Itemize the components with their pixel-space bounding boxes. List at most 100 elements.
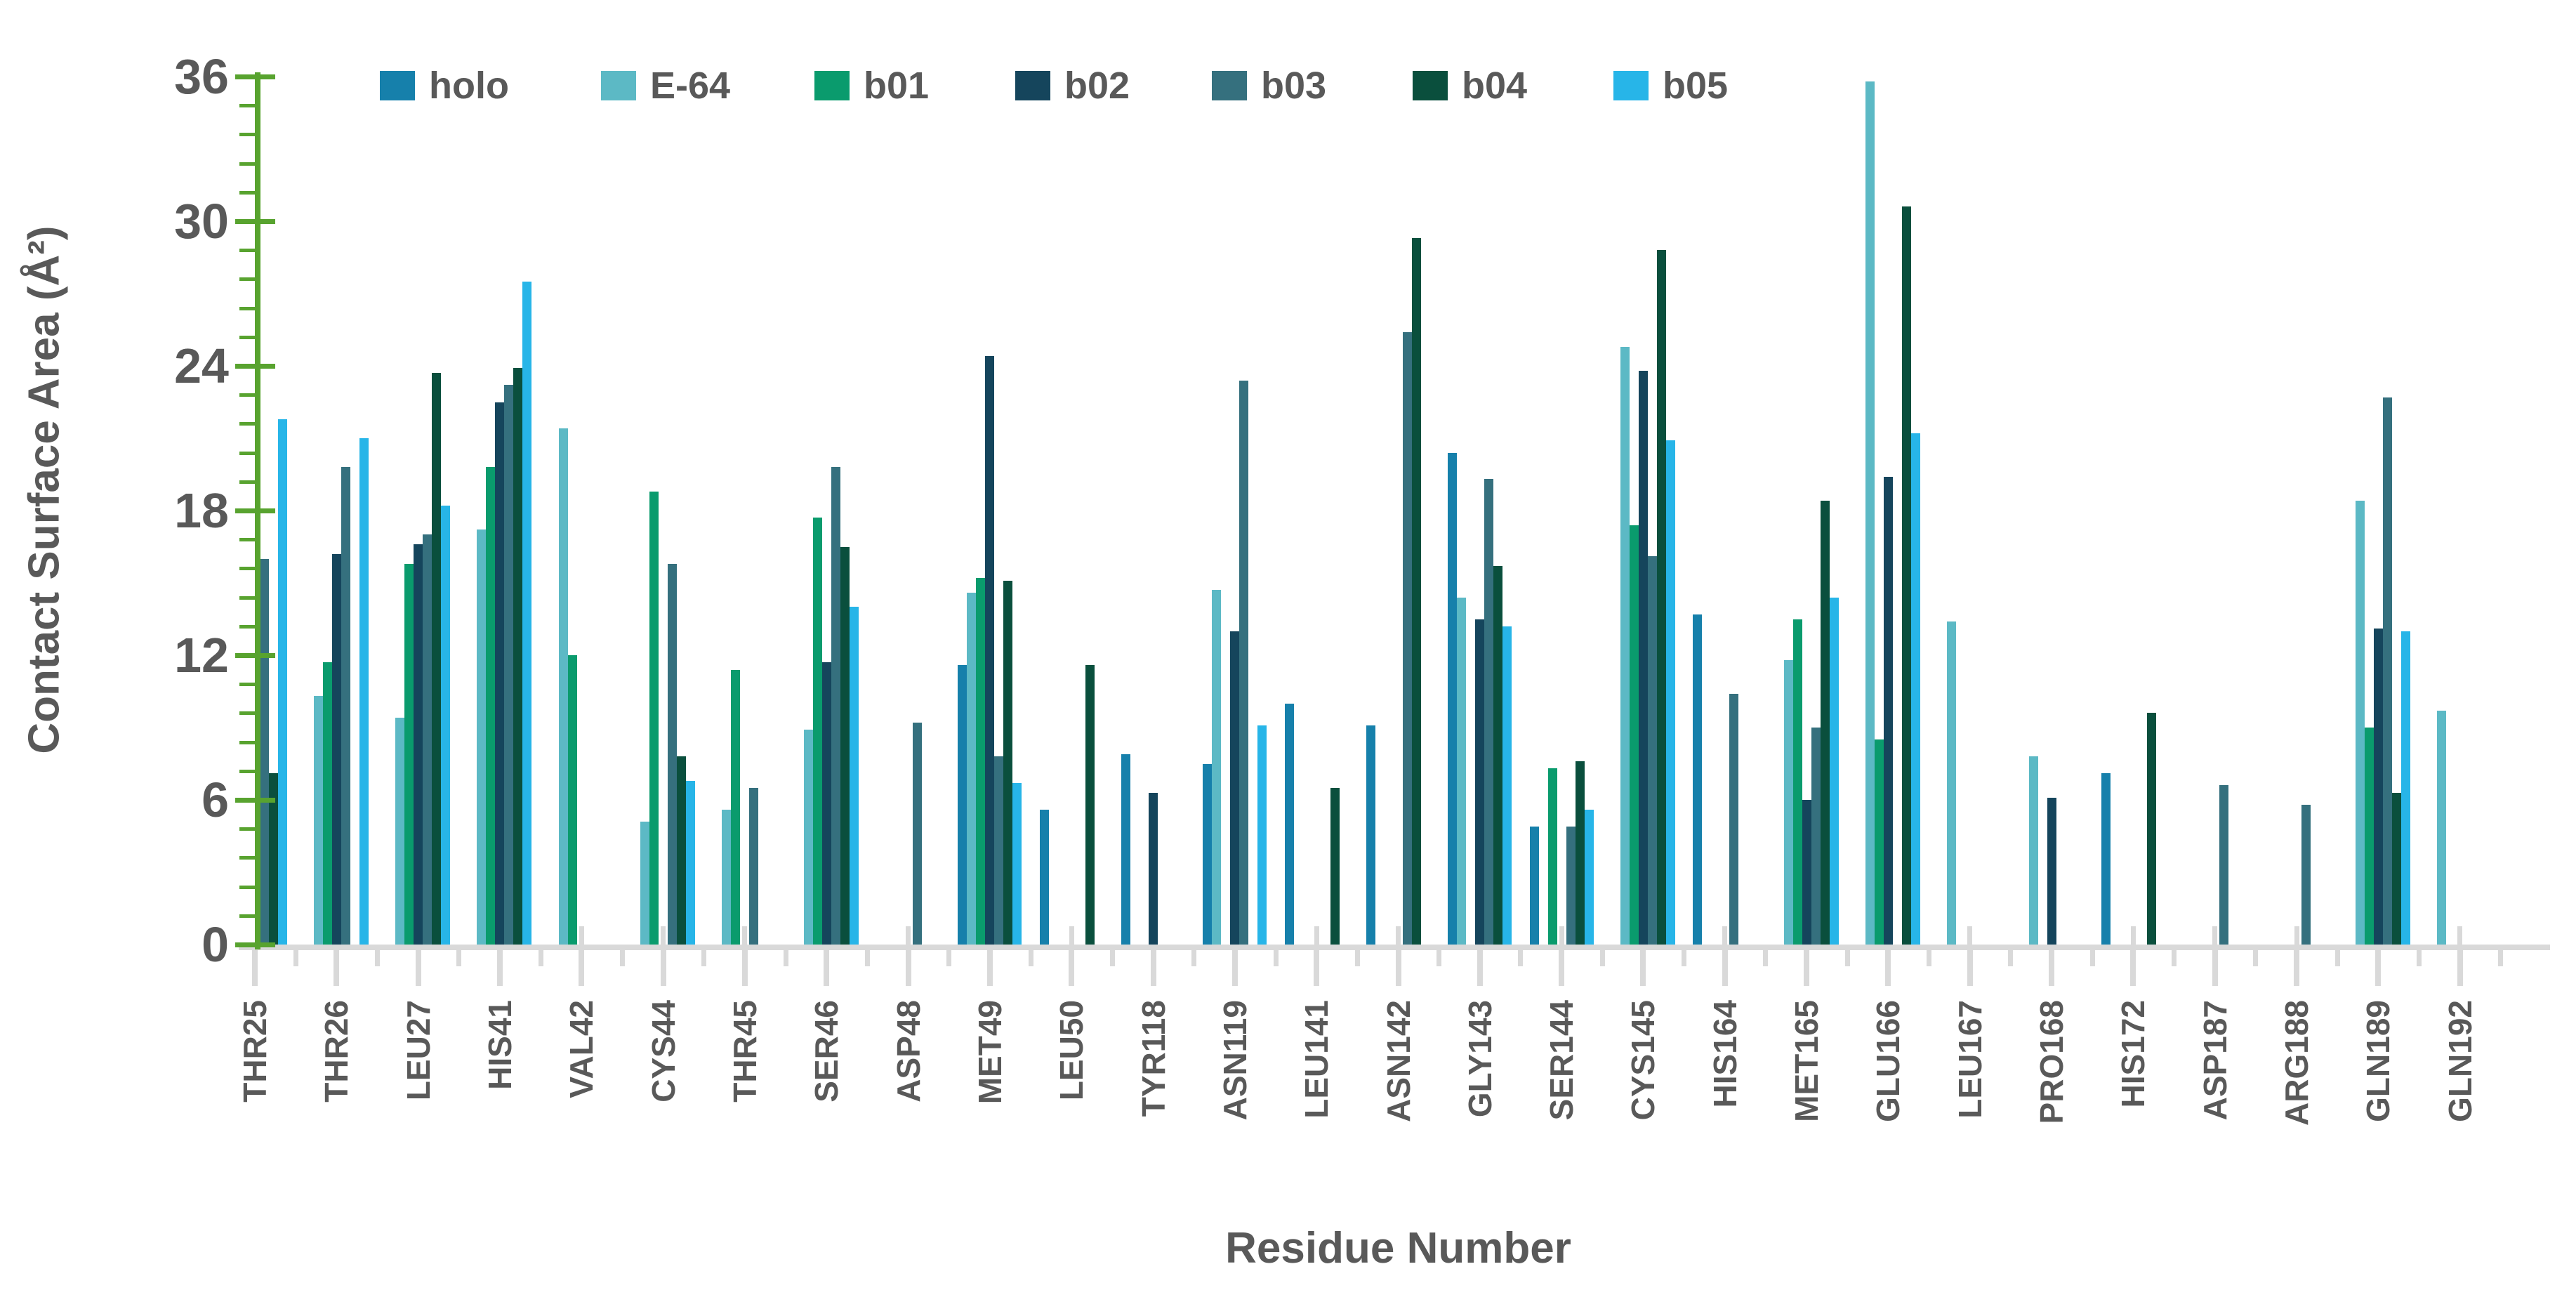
- x-label-GLU166: GLU166: [1870, 1000, 1907, 1122]
- x-boundary-tick: [456, 947, 462, 966]
- bar-ASN119-b02: [1230, 631, 1240, 945]
- x-label-LEU27: LEU27: [399, 1000, 437, 1101]
- x-center-tick: [905, 947, 911, 986]
- cluster-LEU27: [386, 77, 451, 945]
- legend-item-b02[interactable]: b02: [1015, 65, 1130, 107]
- cluster-GLY143: [1448, 77, 1512, 945]
- cluster-ARG188: [2265, 77, 2329, 945]
- cluster-ASP187: [2183, 77, 2247, 945]
- x-center-tick: [986, 947, 993, 986]
- x-boundary-tick: [293, 947, 298, 966]
- bar-THR26-b02: [331, 553, 341, 945]
- bar-HIS41-b05: [522, 281, 532, 945]
- cluster-MET165: [1775, 77, 1839, 945]
- x-label-THR26: THR26: [318, 1000, 355, 1103]
- x-boundary-tick: [701, 947, 707, 966]
- y-major-tick: [235, 219, 275, 224]
- cluster-HIS41: [468, 77, 532, 945]
- y-major-tick: [235, 508, 275, 513]
- x-boundary-tick: [2089, 947, 2095, 966]
- legend-label: b02: [1064, 65, 1130, 107]
- legend-label: E-64: [650, 65, 731, 107]
- bar-LEU27-b01: [404, 563, 414, 945]
- x-axis-line: [239, 945, 2550, 950]
- x-label-LEU141: LEU141: [1298, 1000, 1335, 1119]
- cluster-CYS44: [631, 77, 696, 945]
- bar-MET49-b04: [1003, 580, 1013, 945]
- x-label-GLY143: GLY143: [1461, 1000, 1498, 1118]
- y-minor-tick: [239, 480, 256, 484]
- category-center-stub: [906, 926, 911, 945]
- bar-HIS41-E-64: [477, 529, 487, 945]
- bar-SER46-b01: [812, 518, 822, 945]
- bar-THR25-b05: [277, 419, 287, 945]
- bar-CYS145-E-64: [1620, 346, 1630, 945]
- x-center-tick: [1804, 947, 1810, 986]
- bar-MET165-b02: [1802, 800, 1811, 945]
- bar-MET49-b05: [1012, 782, 1022, 945]
- legend-item-b01[interactable]: b01: [814, 67, 929, 105]
- x-center-tick: [333, 947, 340, 986]
- y-axis-title: Contact Surface Area (Å²): [20, 225, 69, 754]
- legend-item-b05[interactable]: b05: [1613, 67, 1728, 105]
- legend-label: holo: [429, 65, 509, 107]
- legend-item-b03[interactable]: b03: [1212, 67, 1326, 105]
- bar-GLU166-b04: [1901, 206, 1911, 945]
- bar-PRO168-E-64: [2028, 756, 2038, 945]
- x-label-ASN119: ASN119: [1216, 1000, 1253, 1121]
- bar-GLN189-E-64: [2355, 501, 2365, 945]
- cluster-SER144: [1529, 77, 1594, 945]
- bar-SER46-b03: [831, 467, 840, 945]
- legend-item-E-64[interactable]: E-64: [601, 65, 731, 107]
- y-minor-tick: [239, 538, 256, 542]
- x-boundary-tick: [1109, 947, 1115, 966]
- y-minor-tick: [239, 827, 256, 831]
- y-major-tick: [235, 798, 275, 803]
- cluster-HIS172: [2101, 77, 2165, 945]
- bar-SER144-b04: [1575, 761, 1585, 945]
- bar-THR25-b04: [268, 773, 278, 945]
- x-label-PRO168: PRO168: [2033, 1000, 2070, 1124]
- legend-item-b04[interactable]: b04: [1413, 67, 1527, 105]
- bar-CYS44-E-64: [640, 821, 650, 945]
- y-minor-tick: [239, 885, 256, 889]
- legend-swatch-icon: [1015, 71, 1050, 100]
- legend-swatch-icon: [380, 71, 415, 100]
- x-boundary-tick: [538, 947, 543, 966]
- category-center-stub: [2457, 926, 2463, 945]
- x-label-ASN142: ASN142: [1380, 1000, 1417, 1122]
- x-center-tick: [579, 947, 585, 986]
- x-boundary-tick: [1191, 947, 1197, 966]
- y-minor-tick: [239, 306, 256, 310]
- bar-MET165-b01: [1792, 619, 1802, 945]
- bar-SER144-b05: [1584, 809, 1594, 945]
- x-label-VAL42: VAL42: [563, 1000, 600, 1098]
- x-label-LEU50: LEU50: [1053, 1000, 1090, 1101]
- bar-SER46-b04: [840, 546, 850, 945]
- bar-CYS44-b04: [677, 756, 687, 945]
- cluster-PRO168: [2020, 77, 2084, 945]
- cluster-ASP48: [876, 77, 940, 945]
- legend-item-holo[interactable]: holo: [380, 65, 509, 107]
- bar-THR45-E-64: [722, 809, 732, 945]
- bar-MET49-b01: [976, 578, 986, 945]
- bar-GLN189-b04: [2391, 792, 2401, 945]
- cluster-LEU141: [1284, 77, 1349, 945]
- y-tick-label: 24: [174, 338, 229, 393]
- y-minor-tick: [239, 769, 256, 773]
- legend-swatch-icon: [1413, 71, 1448, 100]
- bar-CYS145-b01: [1629, 525, 1639, 945]
- bar-LEU141-b04: [1330, 787, 1340, 945]
- bar-LEU50-holo: [1039, 809, 1049, 945]
- bar-ARG188-b03: [2301, 804, 2311, 945]
- bar-MET49-b03: [994, 756, 1004, 945]
- y-minor-tick: [239, 335, 256, 339]
- bar-ASP187-b03: [2219, 785, 2229, 945]
- bar-LEU167-E-64: [1947, 621, 1957, 945]
- cluster-VAL42: [550, 77, 614, 945]
- bar-CYS145-b03: [1647, 556, 1657, 945]
- bar-THR26-b01: [322, 662, 332, 945]
- bar-HIS41-b02: [495, 402, 505, 945]
- bar-LEU27-b04: [432, 373, 442, 945]
- bar-GLU166-b05: [1910, 433, 1920, 945]
